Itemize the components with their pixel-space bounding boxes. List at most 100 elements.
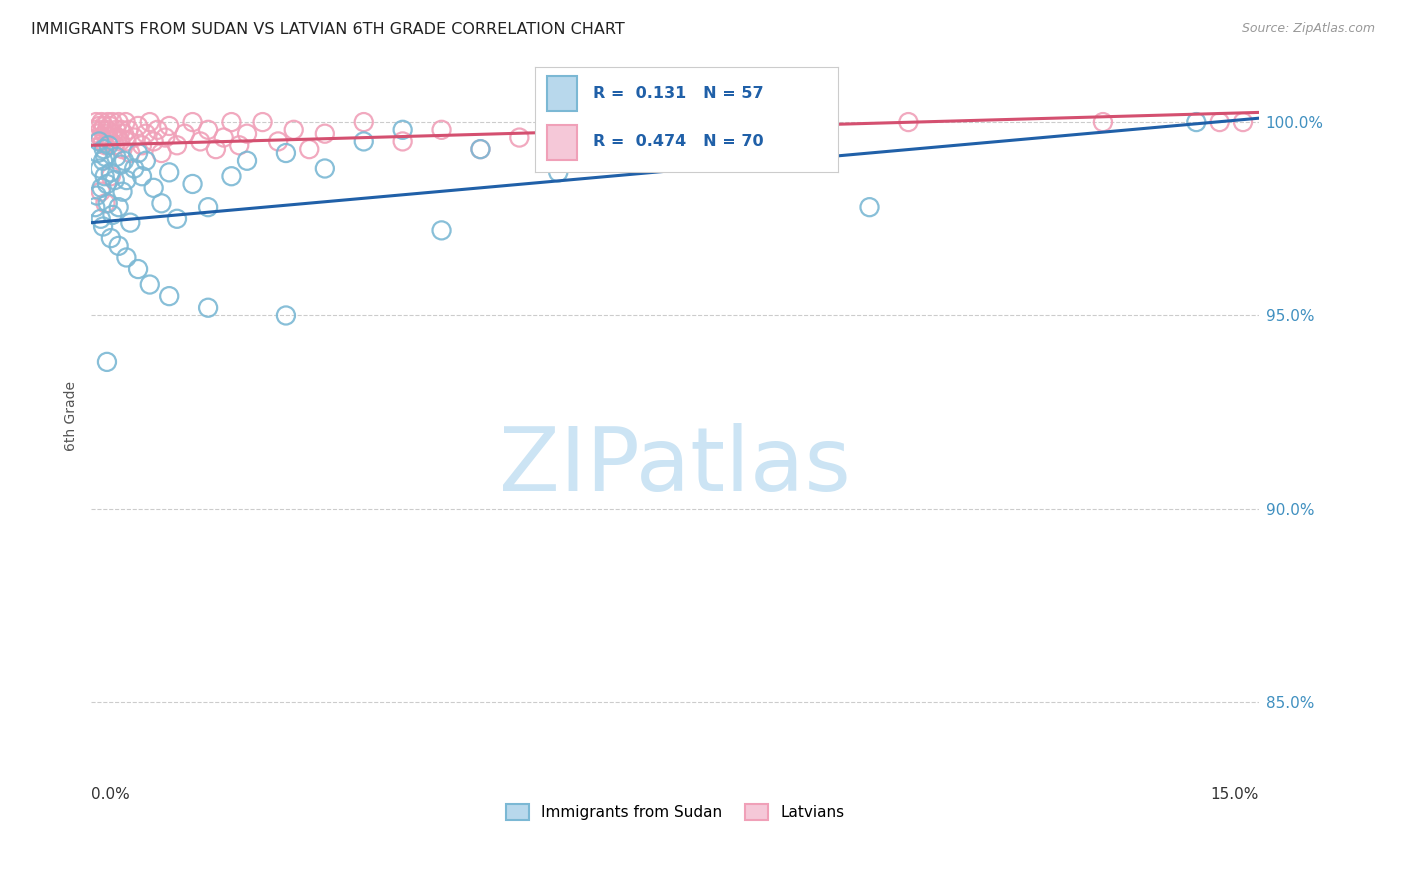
Point <box>114 115 136 129</box>
Point <box>142 135 165 149</box>
Y-axis label: 6th Grade: 6th Grade <box>65 381 79 451</box>
Point <box>97 115 120 129</box>
Text: 15.0%: 15.0% <box>1211 787 1258 802</box>
Point <box>118 123 141 137</box>
Point <box>197 200 219 214</box>
Point <box>120 216 142 230</box>
Point <box>470 142 492 156</box>
Point <box>205 142 228 156</box>
Point <box>267 135 290 149</box>
Point <box>155 130 177 145</box>
Point <box>115 251 138 265</box>
Point <box>90 130 112 145</box>
Point <box>89 135 111 149</box>
Point <box>181 115 204 129</box>
Point <box>91 135 114 149</box>
Text: ZIPatlas: ZIPatlas <box>499 424 851 510</box>
Point <box>111 185 134 199</box>
Point <box>90 181 112 195</box>
Point <box>107 115 129 129</box>
Point <box>122 130 145 145</box>
Point <box>120 146 142 161</box>
Point <box>110 123 132 137</box>
Point <box>166 211 188 226</box>
Point <box>131 138 153 153</box>
Text: 0.0%: 0.0% <box>91 787 131 802</box>
Point <box>89 119 111 133</box>
Point <box>131 169 153 184</box>
Point <box>91 153 114 168</box>
Point <box>107 200 129 214</box>
Point <box>93 119 115 133</box>
Point <box>108 135 131 149</box>
Point <box>100 135 122 149</box>
Point <box>90 115 112 129</box>
Point <box>274 146 297 161</box>
Point <box>391 135 413 149</box>
Point <box>150 196 173 211</box>
Point <box>236 153 259 168</box>
Point <box>97 196 120 211</box>
Point <box>274 309 297 323</box>
Point <box>157 165 180 179</box>
Point <box>298 142 321 156</box>
Point <box>122 161 145 176</box>
Point <box>197 123 219 137</box>
Point <box>104 138 127 153</box>
Point <box>314 127 336 141</box>
Point <box>1185 115 1208 129</box>
Point <box>101 115 124 129</box>
Point <box>127 146 149 161</box>
Point <box>1091 115 1114 129</box>
Point <box>624 115 647 129</box>
Point <box>166 138 188 153</box>
Point <box>283 123 305 137</box>
Point <box>1232 115 1254 129</box>
Point <box>127 119 149 133</box>
Point <box>212 130 235 145</box>
Point <box>90 211 112 226</box>
Point <box>112 127 135 141</box>
Point <box>173 127 195 141</box>
Point <box>430 123 453 137</box>
Point <box>139 115 162 129</box>
Point <box>84 200 107 214</box>
Point <box>135 127 157 141</box>
Point <box>94 196 117 211</box>
Point <box>197 301 219 315</box>
Point <box>96 355 118 369</box>
Point <box>157 289 180 303</box>
Point <box>252 115 274 129</box>
Point <box>110 158 132 172</box>
Point <box>221 115 243 129</box>
Point <box>508 130 530 145</box>
Point <box>1208 115 1230 129</box>
Text: Source: ZipAtlas.com: Source: ZipAtlas.com <box>1241 22 1375 36</box>
Legend: Immigrants from Sudan, Latvians: Immigrants from Sudan, Latvians <box>499 798 851 827</box>
Point <box>547 165 569 179</box>
Point <box>89 161 111 176</box>
Point <box>430 223 453 237</box>
Point <box>181 177 204 191</box>
Point <box>86 146 108 161</box>
Point <box>353 115 375 129</box>
Point <box>858 200 880 214</box>
Point <box>96 123 118 137</box>
Point <box>624 153 647 168</box>
Point <box>228 138 250 153</box>
Point <box>94 138 117 153</box>
Point <box>127 262 149 277</box>
Point <box>93 127 115 141</box>
Point <box>139 277 162 292</box>
Point <box>105 123 128 137</box>
Point <box>93 142 115 156</box>
Point <box>97 130 120 145</box>
Point <box>470 142 492 156</box>
Point <box>100 231 122 245</box>
Point <box>547 115 569 129</box>
Point <box>353 135 375 149</box>
Point <box>741 115 763 129</box>
Point <box>897 115 920 129</box>
Point <box>111 142 134 156</box>
Text: IMMIGRANTS FROM SUDAN VS LATVIAN 6TH GRADE CORRELATION CHART: IMMIGRANTS FROM SUDAN VS LATVIAN 6TH GRA… <box>31 22 624 37</box>
